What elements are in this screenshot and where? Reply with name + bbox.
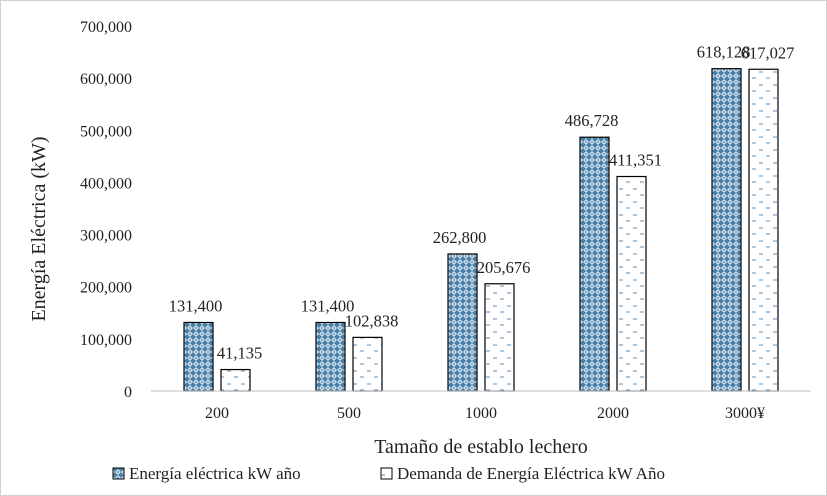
y-tick-label: 0 (124, 384, 132, 401)
bars-group (183, 68, 779, 392)
data-label-demanda: 617,027 (741, 43, 795, 62)
bar-demanda (352, 336, 383, 392)
y-tick-label: 600,000 (80, 71, 132, 88)
legend-label-demanda: Demanda de Energía Eléctrica kW Año (397, 464, 665, 483)
bar-demanda (220, 368, 251, 392)
legend-swatch-demanda (380, 467, 393, 480)
y-tick-label: 100,000 (80, 332, 132, 349)
x-tick-label: 3000¥ (725, 405, 765, 422)
data-label-energia: 618,128 (697, 43, 751, 62)
legend-label-energia: Energía eléctrica kW año (129, 464, 301, 483)
data-labels-group: 131,40041,135131,400102,838262,800205,67… (169, 43, 795, 363)
data-label-energia: 486,728 (565, 111, 619, 130)
data-label-energia: 262,800 (433, 228, 487, 247)
bar-energia (579, 136, 610, 392)
x-tick-label: 500 (337, 405, 361, 422)
x-tick-label: 1000 (465, 405, 497, 422)
legend-swatch-energia (112, 467, 125, 480)
legend: Energía eléctrica kW año Demanda de Ener… (112, 464, 665, 483)
data-label-demanda: 411,351 (609, 151, 662, 170)
y-tick-label: 700,000 (80, 19, 132, 36)
y-axis-title: Energía Eléctrica (kW) (28, 136, 50, 321)
x-axis-ticks: 200 500 1000 2000 3000¥ (205, 405, 765, 422)
data-label-energia: 131,400 (301, 296, 355, 315)
data-label-energia: 131,400 (169, 296, 223, 315)
x-tick-label: 2000 (597, 405, 629, 422)
y-tick-label: 400,000 (80, 175, 132, 192)
bar-energia (183, 321, 214, 392)
x-tick-label: 200 (205, 405, 229, 422)
bar-demanda (748, 68, 779, 392)
bar-energia (711, 68, 742, 392)
data-label-demanda: 102,838 (345, 311, 399, 330)
bar-demanda (616, 175, 647, 392)
data-label-demanda: 205,676 (477, 258, 531, 277)
y-axis-ticks: 0 100,000 200,000 300,000 400,000 500,000 600,… (80, 19, 132, 401)
bar-energia (315, 321, 346, 392)
bar-demanda (484, 283, 515, 392)
y-tick-label: 200,000 (80, 280, 132, 297)
bar-energia (447, 253, 478, 392)
y-tick-label: 300,000 (80, 228, 132, 245)
x-axis-title: Tamaño de establo lechero (374, 436, 588, 458)
y-tick-label: 500,000 (80, 123, 132, 140)
data-label-demanda: 41,135 (217, 344, 262, 363)
